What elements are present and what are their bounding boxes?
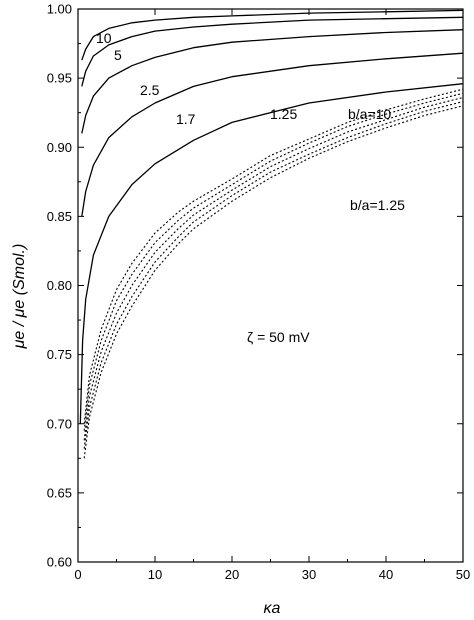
y-tick-label: 0.95 bbox=[47, 71, 72, 86]
y-tick-label: 0.65 bbox=[47, 485, 72, 500]
annotations: 105 2.5 1.7 1.25 b/a=10 b/a=1.25 ζ = 50 mV bbox=[96, 30, 405, 345]
series-line-9 bbox=[83, 105, 464, 459]
series-group bbox=[79, 9, 464, 459]
series-line-2 bbox=[81, 29, 464, 134]
x-tick-label: 10 bbox=[148, 567, 162, 582]
x-tick-label: 0 bbox=[74, 567, 81, 582]
annotation-label-4: 1.25 bbox=[270, 106, 297, 122]
annotation-label-6: b/a=1.25 bbox=[350, 197, 405, 213]
annotation-label-2: 2.5 bbox=[140, 82, 160, 98]
plot-frame bbox=[77, 8, 464, 563]
series-line-8 bbox=[83, 101, 464, 449]
y-tick-label: 1.00 bbox=[47, 2, 72, 17]
y-tick-label: 0.60 bbox=[47, 555, 72, 570]
annotation-label-0: 10 bbox=[96, 30, 112, 46]
y-tick-label: 0.70 bbox=[47, 416, 72, 431]
y-tick-label: 0.80 bbox=[47, 278, 72, 293]
series-line-1 bbox=[81, 16, 464, 87]
annotation-label-5: b/a=10 bbox=[348, 106, 391, 122]
x-axis-title: κa bbox=[264, 600, 281, 617]
series-line-6 bbox=[83, 92, 464, 431]
series-line-3 bbox=[81, 52, 464, 217]
x-tick-label: 20 bbox=[225, 567, 239, 582]
y-axis-title: μe / μe (Smol.) bbox=[11, 244, 28, 350]
annotation-label-1: 5 bbox=[114, 47, 122, 63]
x-tick-label: 40 bbox=[379, 567, 393, 582]
y-tick-label: 0.85 bbox=[47, 209, 72, 224]
annotation-label-3: 1.7 bbox=[176, 111, 196, 127]
y-tick-label: 0.75 bbox=[47, 347, 72, 362]
series-line-4 bbox=[79, 83, 464, 424]
series-line-7 bbox=[83, 96, 464, 441]
series-line-5 bbox=[83, 88, 464, 424]
axis-ticks: 0 10 20 30 40 50 0.60 0.65 0.70 0.75 0.80 0.85 0.90 0… bbox=[47, 2, 471, 583]
annotation-label-7: ζ = 50 mV bbox=[247, 329, 310, 345]
x-tick-label: 30 bbox=[302, 567, 316, 582]
y-tick-label: 0.90 bbox=[47, 140, 72, 155]
series-line-0 bbox=[81, 9, 464, 61]
x-tick-label: 50 bbox=[456, 567, 470, 582]
plot-area bbox=[77, 8, 464, 563]
